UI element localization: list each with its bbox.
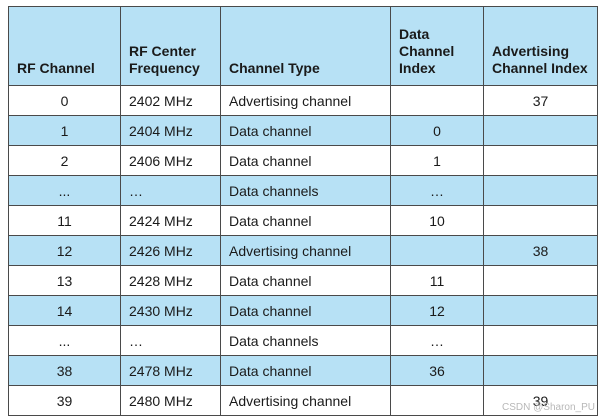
cell-rf-channel: 14: [8, 295, 121, 326]
header-channel-type: Channel Type: [220, 6, 391, 86]
cell-data-channel-index: 12: [390, 295, 484, 326]
cell-rf-channel: 38: [8, 355, 121, 386]
cell-rf-center-frequency: 2480 MHz: [120, 385, 221, 416]
cell-channel-type: Data channel: [220, 115, 391, 146]
cell-rf-channel: 2: [8, 145, 121, 176]
cell-advertising-channel-index: [483, 325, 598, 356]
cell-channel-type: Data channel: [220, 355, 391, 386]
cell-rf-center-frequency: 2402 MHz: [120, 85, 221, 116]
cell-advertising-channel-index: [483, 355, 598, 386]
cell-advertising-channel-index: [483, 115, 598, 146]
cell-data-channel-index: [390, 85, 484, 116]
watermark: CSDN @Sharon_PU: [502, 402, 595, 413]
cell-rf-channel: 39: [8, 385, 121, 416]
cell-channel-type: Advertising channel: [220, 235, 391, 266]
cell-channel-type: Advertising channel: [220, 85, 391, 116]
table-row: ...… Data channels…: [8, 325, 598, 356]
cell-rf-center-frequency: …: [120, 325, 221, 356]
table-header-row: RF Channel RF Center Frequency Channel T…: [8, 6, 598, 86]
table-body: 0 2402 MHz Advertising channel 37 1 2404 MHz D…: [8, 85, 598, 416]
table-row: 2 2406 MHz Data channel 1: [8, 145, 598, 176]
cell-advertising-channel-index: [483, 175, 598, 206]
cell-advertising-channel-index: [483, 265, 598, 296]
cell-channel-type: Advertising channel: [220, 385, 391, 416]
table-row: 39 2480 MHz Advertising channel 39: [8, 385, 598, 416]
cell-rf-channel: 1: [8, 115, 121, 146]
header-rf-center-frequency: RF Center Frequency: [120, 6, 221, 86]
table-row: 12 2426 MHz Advertising channel 38: [8, 235, 598, 266]
cell-rf-center-frequency: 2404 MHz: [120, 115, 221, 146]
table-row: 11 2424 MHz Data channel 10: [8, 205, 598, 236]
cell-advertising-channel-index: 39: [483, 385, 598, 416]
cell-advertising-channel-index: [483, 145, 598, 176]
cell-channel-type: Data channels: [220, 325, 391, 356]
cell-rf-center-frequency: …: [120, 175, 221, 206]
cell-rf-channel: 12: [8, 235, 121, 266]
header-advertising-channel-index: Advertising Channel Index: [483, 6, 598, 86]
cell-channel-type: Data channel: [220, 145, 391, 176]
cell-advertising-channel-index: [483, 205, 598, 236]
cell-data-channel-index: [390, 385, 484, 416]
cell-data-channel-index: 1: [390, 145, 484, 176]
cell-rf-center-frequency: 2478 MHz: [120, 355, 221, 386]
cell-channel-type: Data channel: [220, 265, 391, 296]
cell-rf-channel: 0: [8, 85, 121, 116]
header-rf-channel: RF Channel: [8, 6, 121, 86]
cell-data-channel-index: 0: [390, 115, 484, 146]
rf-channel-table: RF Channel RF Center Frequency Channel T…: [8, 6, 598, 416]
table-row: 38 2478 MHz Data channel 36: [8, 355, 598, 386]
cell-rf-channel: 13: [8, 265, 121, 296]
cell-advertising-channel-index: 37: [483, 85, 598, 116]
cell-data-channel-index: 11: [390, 265, 484, 296]
cell-channel-type: Data channel: [220, 295, 391, 326]
cell-rf-channel: ...: [8, 175, 121, 206]
table-row: 1 2404 MHz Data channel 0: [8, 115, 598, 146]
cell-rf-center-frequency: 2426 MHz: [120, 235, 221, 266]
cell-data-channel-index: …: [390, 175, 484, 206]
cell-rf-center-frequency: 2430 MHz: [120, 295, 221, 326]
table-row: 14 2430 MHz Data channel 12: [8, 295, 598, 326]
table-row: 0 2402 MHz Advertising channel 37: [8, 85, 598, 116]
table-row: 13 2428 MHz Data channel 11: [8, 265, 598, 296]
cell-advertising-channel-index: 38: [483, 235, 598, 266]
cell-rf-center-frequency: 2424 MHz: [120, 205, 221, 236]
table-row: ...… Data channels…: [8, 175, 598, 206]
cell-rf-channel: 11: [8, 205, 121, 236]
cell-rf-channel: ...: [8, 325, 121, 356]
cell-channel-type: Data channel: [220, 205, 391, 236]
cell-rf-center-frequency: 2428 MHz: [120, 265, 221, 296]
cell-rf-center-frequency: 2406 MHz: [120, 145, 221, 176]
cell-data-channel-index: 36: [390, 355, 484, 386]
cell-data-channel-index: 10: [390, 205, 484, 236]
header-data-channel-index: Data Channel Index: [390, 6, 484, 86]
cell-data-channel-index: [390, 235, 484, 266]
cell-data-channel-index: …: [390, 325, 484, 356]
cell-channel-type: Data channels: [220, 175, 391, 206]
cell-advertising-channel-index: [483, 295, 598, 326]
